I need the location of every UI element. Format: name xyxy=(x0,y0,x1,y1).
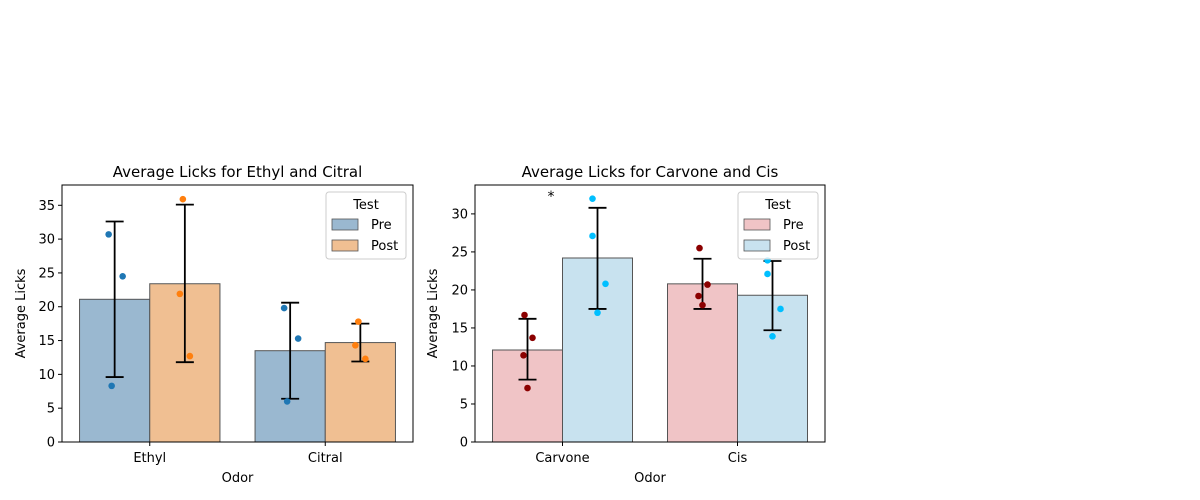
y-tick-label: 10 xyxy=(38,368,55,383)
data-point xyxy=(294,335,302,342)
legend: Test Pre Post xyxy=(737,191,819,260)
y-tick-label: 15 xyxy=(38,334,55,349)
data-point xyxy=(355,318,362,325)
significance-annotation: * xyxy=(548,189,555,205)
y-tick-label: 10 xyxy=(451,359,468,374)
legend-label-pre: Pre xyxy=(371,218,392,233)
y-axis-ticks: 0 5 10 15 20 25 30 xyxy=(451,207,475,451)
x-axis-ticks: Carvone Cis xyxy=(535,442,747,466)
data-point xyxy=(186,352,194,360)
y-tick-label: 25 xyxy=(38,266,55,281)
y-axis-title: Average Licks xyxy=(426,268,441,358)
legend-label-post: Post xyxy=(371,239,398,254)
points-layer xyxy=(520,195,784,392)
y-tick-label: 30 xyxy=(451,207,468,222)
y-tick-label: 35 xyxy=(38,199,55,214)
x-tick-label: Ethyl xyxy=(133,451,166,466)
data-point xyxy=(589,195,596,202)
error-bars-layer xyxy=(105,203,370,400)
legend-swatch-pre xyxy=(331,218,359,231)
bars-layer xyxy=(492,257,808,443)
data-point xyxy=(764,270,771,278)
y-tick-label: 15 xyxy=(451,321,468,336)
data-point xyxy=(704,281,711,288)
data-point xyxy=(524,384,531,392)
data-point xyxy=(696,244,703,252)
y-axis-title: Average Licks xyxy=(14,268,29,358)
data-point xyxy=(362,355,369,363)
data-point xyxy=(352,341,359,349)
x-tick-label: Cis xyxy=(728,451,748,466)
y-tick-label: 20 xyxy=(451,283,468,298)
plot-frame xyxy=(474,184,826,443)
data-point xyxy=(695,292,702,300)
x-axis-title: Odor xyxy=(222,471,254,486)
y-tick-label: 0 xyxy=(47,436,55,451)
data-point xyxy=(699,301,706,309)
chart-carvone-cis: Average Licks for Carvone and Cis 0 5 10 15… xyxy=(426,163,826,486)
bar xyxy=(667,283,738,443)
y-tick-label: 25 xyxy=(451,245,468,260)
chart-ethyl-citral: Average Licks for Ethyl and Citral 0 5 10 1… xyxy=(14,163,414,486)
data-point xyxy=(520,352,527,359)
data-point xyxy=(280,304,288,312)
data-point xyxy=(777,305,784,313)
x-tick-label: Citral xyxy=(308,451,343,466)
legend-title: Test xyxy=(764,198,791,213)
y-tick-label: 0 xyxy=(460,436,468,451)
x-tick-label: Carvone xyxy=(535,451,589,466)
x-axis-ticks: Ethyl Citral xyxy=(133,442,343,466)
data-point xyxy=(119,273,126,280)
legend-swatch-pre xyxy=(743,218,771,231)
data-point xyxy=(283,398,291,405)
data-point xyxy=(105,231,112,238)
x-axis-title: Odor xyxy=(634,471,666,486)
y-tick-label: 5 xyxy=(47,402,55,417)
legend: Test Pre Post xyxy=(325,191,407,260)
data-point xyxy=(179,195,187,203)
data-point xyxy=(769,333,776,340)
data-point xyxy=(521,311,528,319)
y-tick-label: 20 xyxy=(38,300,55,315)
points-layer xyxy=(105,195,369,405)
plot-frame xyxy=(61,184,414,443)
y-axis-ticks: 0 5 10 15 20 25 30 35 xyxy=(38,199,62,451)
data-point xyxy=(594,309,601,317)
legend-label-pre: Pre xyxy=(783,218,804,233)
data-point xyxy=(108,382,115,390)
data-point xyxy=(589,232,596,240)
data-point xyxy=(602,280,609,288)
legend-title: Test xyxy=(352,198,379,213)
legend-swatch-post xyxy=(743,239,771,252)
y-tick-label: 30 xyxy=(38,233,55,248)
data-point xyxy=(529,334,536,342)
data-point xyxy=(176,290,184,298)
legend-label-post: Post xyxy=(783,239,810,254)
legend-swatch-post xyxy=(331,239,359,252)
y-tick-label: 5 xyxy=(460,397,468,412)
chart-title: Average Licks for Ethyl and Citral xyxy=(113,163,363,181)
chart-title: Average Licks for Carvone and Cis xyxy=(522,163,779,181)
